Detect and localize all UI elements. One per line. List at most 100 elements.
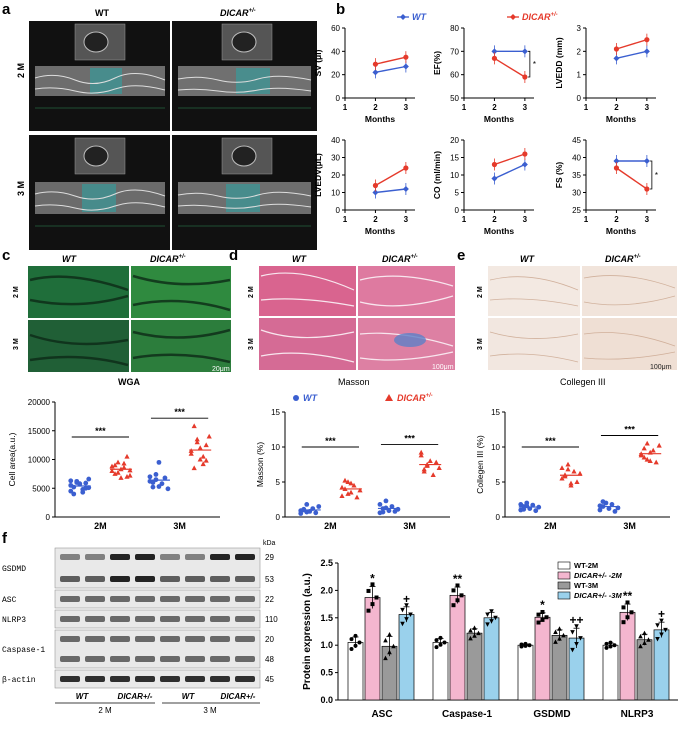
- d-scatter-y-label: Masson (%): [255, 442, 265, 488]
- f-point: [438, 635, 443, 640]
- e-scatter-point-wt: [521, 506, 527, 512]
- f-point: [561, 632, 566, 638]
- d-scatter-y-tick-label: 5: [276, 478, 281, 487]
- c-scatter-point-wt: [150, 480, 156, 485]
- f-point: [608, 644, 613, 649]
- c-scatter-x-tick-label: 3M: [173, 521, 186, 531]
- a-wt-label: WT: [95, 8, 109, 18]
- panel-letter-e: e: [457, 247, 465, 264]
- d-scatter-y-tick-label: 0: [276, 513, 281, 522]
- e-scatter-point-wt: [612, 509, 618, 514]
- f-point: [434, 638, 439, 643]
- d-scatter-x-tick-label: 2M: [324, 521, 337, 531]
- d-scatter-chart: 0 5 10 15 Masson (%) 2M 3M *** ***: [255, 408, 450, 531]
- f-point: [400, 607, 405, 613]
- f-point: [485, 612, 490, 618]
- f-sig-mark: **: [623, 589, 633, 603]
- panel-e: WT DICAR+/- 2 M 3 M 100μm Collegen III: [477, 254, 677, 387]
- b-co-x-tick-label: 1: [462, 215, 467, 224]
- blot-band: [235, 656, 255, 662]
- f-point: [536, 612, 541, 617]
- f-y-tick-label: 1.5: [320, 613, 333, 623]
- b-lvedv-y-tick-label: 10: [331, 189, 340, 198]
- blot-time-label-2m: 2 M: [98, 706, 112, 715]
- f-bar: [432, 642, 449, 701]
- f-point: [404, 617, 409, 622]
- c-scatter-point-dicar: [197, 445, 203, 450]
- b-fs-y-tick-label: 35: [572, 171, 581, 180]
- echo-image-dicar-2m: [172, 21, 317, 131]
- blot-label: β-actin: [2, 676, 36, 685]
- f-sig-mark: ++: [569, 613, 583, 627]
- e-scatter-point-dicar: [647, 458, 653, 463]
- f-y-tick-label: 1.0: [320, 640, 333, 650]
- f-point: [366, 608, 371, 613]
- blot-band: [210, 656, 230, 662]
- e-wt-label: WT: [520, 254, 535, 264]
- blot-band: [160, 636, 180, 642]
- c-scatter-y-tick-label: 0: [46, 513, 51, 522]
- d-scatter-point-dicar: [348, 489, 354, 495]
- e-scatter-point-wt: [606, 506, 612, 511]
- panel-a: WT DICAR+/- 2 M 3 M: [16, 8, 317, 250]
- e-scatter-y-tick-label: 15: [491, 408, 500, 417]
- b-ef-y-label: EF(%): [432, 51, 442, 75]
- d-scatter-point-wt: [395, 506, 401, 512]
- f-point: [451, 603, 456, 608]
- c-scatter-point-dicar: [127, 467, 133, 473]
- blot-band: [185, 576, 205, 582]
- wga-image-wt-3m: [28, 320, 129, 372]
- b-lvedv-x-tick-label: 3: [404, 215, 409, 224]
- f-point: [353, 643, 358, 648]
- f-point: [553, 639, 558, 644]
- f-point: [374, 595, 379, 600]
- b-co-y-label: CO (ml/min): [432, 151, 442, 199]
- f-point: [638, 643, 643, 649]
- blot-kda-label: 45: [265, 675, 274, 684]
- c-scatter-point-dicar: [121, 464, 127, 470]
- c-scatter-point-dicar: [194, 439, 200, 445]
- f-point: [655, 623, 660, 628]
- d-scatter-point-dicar: [421, 466, 427, 472]
- b-sv-y-tick-label: 40: [331, 47, 340, 56]
- f-legend-label: WT-2M: [574, 561, 598, 570]
- f-point: [663, 627, 668, 633]
- blot-label: GSDMD: [2, 565, 26, 574]
- b-lvedd-x-tick-label: 3: [645, 103, 650, 112]
- blot-kda-label: 53: [265, 575, 274, 584]
- d-legend-marker-dicar: [385, 394, 393, 401]
- b-lvedv-point-wt: [372, 189, 379, 196]
- c-scatter-point-dicar: [112, 462, 118, 468]
- c-scatter-point-dicar: [194, 436, 200, 442]
- b-fs-chart: 25 30 35 40 45 1 2 3 Months FS (%) *: [554, 136, 658, 236]
- b-lvedv-chart: 0 10 20 30 40 1 2 3 Months LVEDV(μL): [313, 136, 415, 236]
- f-point: [523, 641, 528, 646]
- f-legend-swatch: [557, 591, 571, 600]
- f-point: [370, 602, 375, 607]
- f-legend-swatch: [557, 561, 571, 570]
- f-point: [349, 647, 354, 652]
- b-ef-x-tick-label: 2: [492, 103, 497, 112]
- c-scatter-y-tick-label: 10000: [28, 456, 51, 465]
- e-scatter-point-dicar: [562, 473, 568, 479]
- f-y-tick-label: 2.5: [320, 558, 333, 568]
- c-scatter-point-wt: [86, 476, 92, 482]
- e-3m-label: 3 M: [477, 338, 484, 350]
- e-2m-label: 2 M: [477, 286, 484, 298]
- b-lvedd-line-wt: [616, 50, 648, 60]
- f-sig-mark: *: [540, 598, 545, 612]
- b-ef-x-tick-label: 3: [523, 103, 528, 112]
- b-fs-sig-mark: *: [655, 171, 658, 180]
- d-scatter-point-dicar: [436, 465, 442, 470]
- f-point: [659, 632, 664, 637]
- legend-marker-dicar: [510, 14, 516, 20]
- c-scatter-point-dicar: [197, 456, 203, 462]
- f-point: [570, 630, 575, 635]
- c-scatter-point-wt: [68, 478, 74, 484]
- f-legend-label: DICAR+/- -2M: [574, 571, 622, 580]
- c-scatter-point-dicar: [203, 457, 209, 463]
- d-scatter-point-wt: [377, 502, 383, 507]
- b-sv-x-label: Months: [365, 114, 395, 124]
- b-fs-x-tick-label: 3: [645, 215, 650, 224]
